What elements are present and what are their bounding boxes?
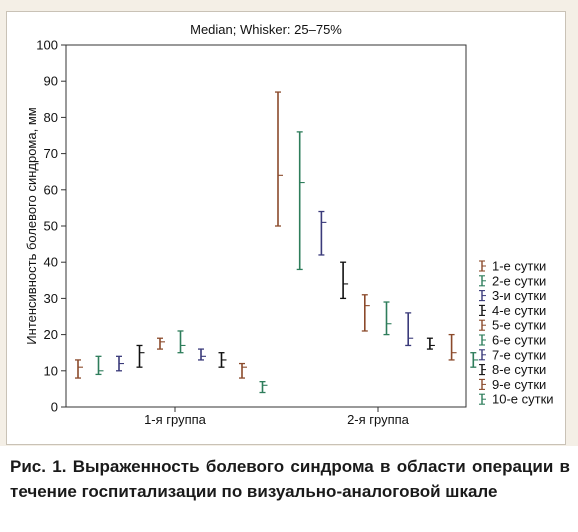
y-tick-label: 100 xyxy=(36,38,58,53)
chart-title: Median; Whisker: 25–75% xyxy=(190,22,342,37)
legend-label: 9-е сутки xyxy=(492,377,546,392)
box-plot-chart: Median; Whisker: 25–75% 0 10 20 30 40 50 60 70 80… xyxy=(24,22,554,427)
legend-label: 10-е сутки xyxy=(492,392,554,407)
legend-label: 8-е сутки xyxy=(492,362,546,377)
x-tick-label: 1-я группа xyxy=(144,412,207,427)
legend-label: 6-е сутки xyxy=(492,333,546,348)
y-axis-label: Интенсивность болевого синдрома, мм xyxy=(24,107,39,344)
x-tick-label: 2-я группа xyxy=(347,412,410,427)
legend-label: 2-е сутки xyxy=(492,273,546,288)
y-tick-label: 40 xyxy=(44,255,58,270)
y-tick-label: 70 xyxy=(44,146,58,161)
plot-area xyxy=(65,44,467,408)
y-tick-label: 0 xyxy=(51,400,58,415)
legend-label: 3-и сутки xyxy=(492,288,546,303)
y-tick-label: 10 xyxy=(44,363,58,378)
y-tick-label: 80 xyxy=(44,110,58,125)
y-tick-label: 90 xyxy=(44,74,58,89)
figure-caption: Рис. 1. Выраженность болевого синдрома в… xyxy=(10,457,570,501)
y-tick-label: 60 xyxy=(44,182,58,197)
y-tick-label: 50 xyxy=(44,219,58,234)
y-tick-label: 20 xyxy=(44,327,58,342)
legend-label: 1-е сутки xyxy=(492,259,546,274)
y-tick-label: 30 xyxy=(44,291,58,306)
legend-label: 4-е сутки xyxy=(492,303,546,318)
legend-label: 5-е сутки xyxy=(492,318,546,333)
legend-label: 7-е сутки xyxy=(492,347,546,362)
